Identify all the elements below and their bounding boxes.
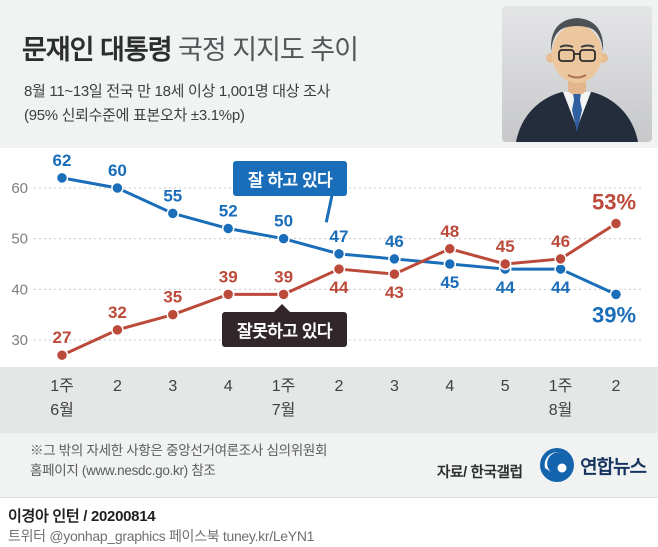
svg-text:39: 39 [219, 267, 238, 286]
credit-author-line: 이경아 인턴 / 20200814 [8, 508, 156, 525]
svg-text:1주: 1주 [50, 378, 74, 395]
svg-text:50: 50 [274, 212, 293, 231]
svg-text:2: 2 [335, 378, 344, 395]
svg-text:43: 43 [385, 283, 404, 302]
svg-text:39%: 39% [592, 302, 636, 327]
svg-text:60: 60 [108, 161, 127, 180]
svg-text:48: 48 [440, 222, 459, 241]
callout-approve: 잘 하고 있다 [233, 161, 348, 196]
callout-disapprove: 잘못하고 있다 [222, 304, 348, 347]
svg-text:53%: 53% [592, 189, 636, 214]
svg-text:45: 45 [496, 237, 515, 256]
source-label: 자료/ 한국갤럽 [437, 465, 523, 481]
page-title-strong: 문재인 대통령 [22, 35, 173, 65]
footnote-line-2: 홈페이지 (www.nesdc.go.kr) 참조 [30, 463, 216, 479]
svg-text:35: 35 [163, 288, 182, 307]
president-portrait-illustration [502, 6, 652, 142]
svg-text:44: 44 [330, 278, 349, 297]
yonhap-logo: 연합뉴스 [539, 447, 647, 483]
yonhap-logo-icon [540, 448, 575, 482]
credit-social-line: 트위터 @yonhap_graphics 페이스북 tuney.kr/LeYN1 [8, 528, 315, 544]
president-photo [502, 6, 652, 142]
svg-text:32: 32 [108, 303, 127, 322]
svg-text:46: 46 [385, 232, 404, 251]
survey-subtitle-1: 8월 11~13일 전국 만 18세 이상 1,001명 대상 조사 [24, 83, 331, 100]
svg-text:4: 4 [224, 378, 233, 395]
svg-text:8월: 8월 [549, 401, 573, 419]
survey-subtitle-2: (95% 신뢰수준에 표본오차 ±3.1%p) [24, 107, 245, 124]
svg-text:44: 44 [551, 278, 570, 297]
svg-text:55: 55 [163, 186, 182, 205]
svg-text:4: 4 [445, 378, 454, 395]
svg-text:6월: 6월 [50, 401, 74, 419]
credits-bar: 이경아 인턴 / 20200814 트위터 @yonhap_graphics 페… [0, 497, 658, 547]
svg-text:7월: 7월 [272, 401, 296, 419]
svg-text:40: 40 [11, 281, 28, 298]
yonhap-logo-text: 연합뉴스 [580, 456, 647, 478]
svg-text:60: 60 [11, 180, 28, 197]
page-title-rest: 국정 지지도 추이 [171, 35, 359, 65]
svg-text:27: 27 [53, 328, 72, 347]
svg-text:44: 44 [496, 278, 515, 297]
footnote-line-1: ※그 밖의 자세한 사항은 중앙선거여론조사 심의위원회 [30, 443, 328, 458]
svg-text:52: 52 [219, 202, 238, 221]
page-title: 문재인 대통령 국정 지지도 추이 [22, 28, 359, 67]
svg-text:3: 3 [168, 378, 177, 395]
svg-text:3: 3 [390, 378, 399, 395]
svg-text:50: 50 [11, 231, 28, 248]
svg-text:39: 39 [274, 267, 293, 286]
svg-text:2: 2 [612, 378, 621, 395]
svg-text:1주: 1주 [549, 378, 573, 395]
svg-text:47: 47 [330, 227, 349, 246]
svg-text:45: 45 [440, 273, 459, 292]
svg-text:46: 46 [551, 232, 570, 251]
svg-text:30: 30 [11, 332, 28, 349]
svg-text:5: 5 [501, 378, 510, 395]
svg-text:2: 2 [113, 378, 122, 395]
svg-text:62: 62 [53, 151, 72, 170]
footnote: ※그 밖의 자세한 사항은 중앙선거여론조사 심의위원회 홈페이지 (www.n… [30, 441, 327, 482]
svg-text:1주: 1주 [272, 378, 296, 395]
